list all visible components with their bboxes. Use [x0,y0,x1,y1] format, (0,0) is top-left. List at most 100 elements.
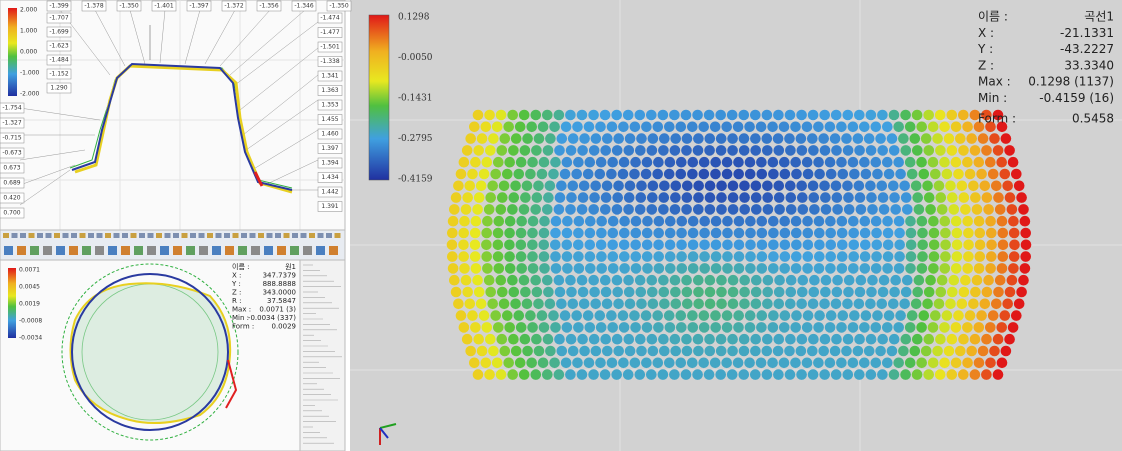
point [611,109,622,121]
point [761,345,773,357]
point [653,322,664,333]
point [829,133,841,144]
point [916,121,927,133]
point [560,357,572,369]
point [572,357,583,369]
point [932,133,943,144]
point [715,333,727,345]
point [888,145,900,156]
deviation-peak [253,171,264,187]
point [1002,298,1013,310]
point [458,156,470,168]
point [542,369,553,380]
legend-label: -2.000 [20,91,40,98]
point [761,369,773,380]
point [886,345,898,357]
point [733,168,744,180]
point [704,133,716,144]
point [997,251,1009,262]
point [1000,345,1012,357]
point [916,263,928,274]
point [824,357,836,369]
point [664,322,676,333]
point [925,204,936,215]
point [710,310,721,321]
point [687,263,699,274]
right-label: 1.391 [321,203,338,210]
point [923,333,935,345]
point [992,333,1004,345]
point [779,239,791,251]
point [492,251,504,262]
point [853,298,865,310]
point [870,121,882,133]
tool-icon [238,246,247,255]
point [882,156,893,168]
point [970,192,981,203]
point [877,369,888,380]
point [744,357,755,369]
point [491,121,503,133]
left-label: 0.700 [3,210,20,217]
point [878,274,890,286]
legend-label: -0.4159 [398,175,433,185]
point [619,263,630,274]
point [469,121,480,133]
point [519,145,531,156]
point [739,286,750,298]
point [538,322,550,333]
point [854,109,865,121]
point [624,133,636,144]
point [537,121,549,133]
point [814,239,825,251]
point [525,310,536,321]
point [871,239,883,251]
point [923,369,934,380]
point [722,215,733,227]
point [527,263,539,274]
point [808,286,820,298]
point [801,322,813,333]
point [996,156,1007,168]
point [699,215,710,227]
point [634,204,646,215]
point [647,192,658,203]
point [470,263,482,274]
right-label-box [317,27,343,38]
point [863,133,875,144]
point [1008,263,1019,274]
point [543,286,554,298]
point [802,239,814,251]
tool-icon [232,233,239,238]
inner-label: -1.152 [49,71,69,78]
point [573,227,584,239]
point [465,133,477,144]
point [819,333,831,345]
point [460,204,472,215]
point [750,369,761,380]
point [842,333,854,345]
profile-curve [71,62,293,191]
point [716,298,727,310]
point [785,274,797,286]
point [905,215,916,227]
point [843,204,855,215]
point [813,121,824,133]
point [687,156,699,168]
left-label-box [0,117,25,129]
point [830,180,842,192]
point [920,133,932,144]
right-label-box [317,41,343,53]
point [481,227,493,239]
point [911,109,923,121]
tool-icon [69,246,78,255]
tool-icon [303,246,312,255]
point [588,109,599,121]
point [710,239,722,251]
point [751,204,762,215]
point [973,121,985,133]
point [859,357,870,369]
point [790,121,801,133]
right-label: 1.460 [321,131,338,138]
top-label: -1.372 [224,3,244,10]
